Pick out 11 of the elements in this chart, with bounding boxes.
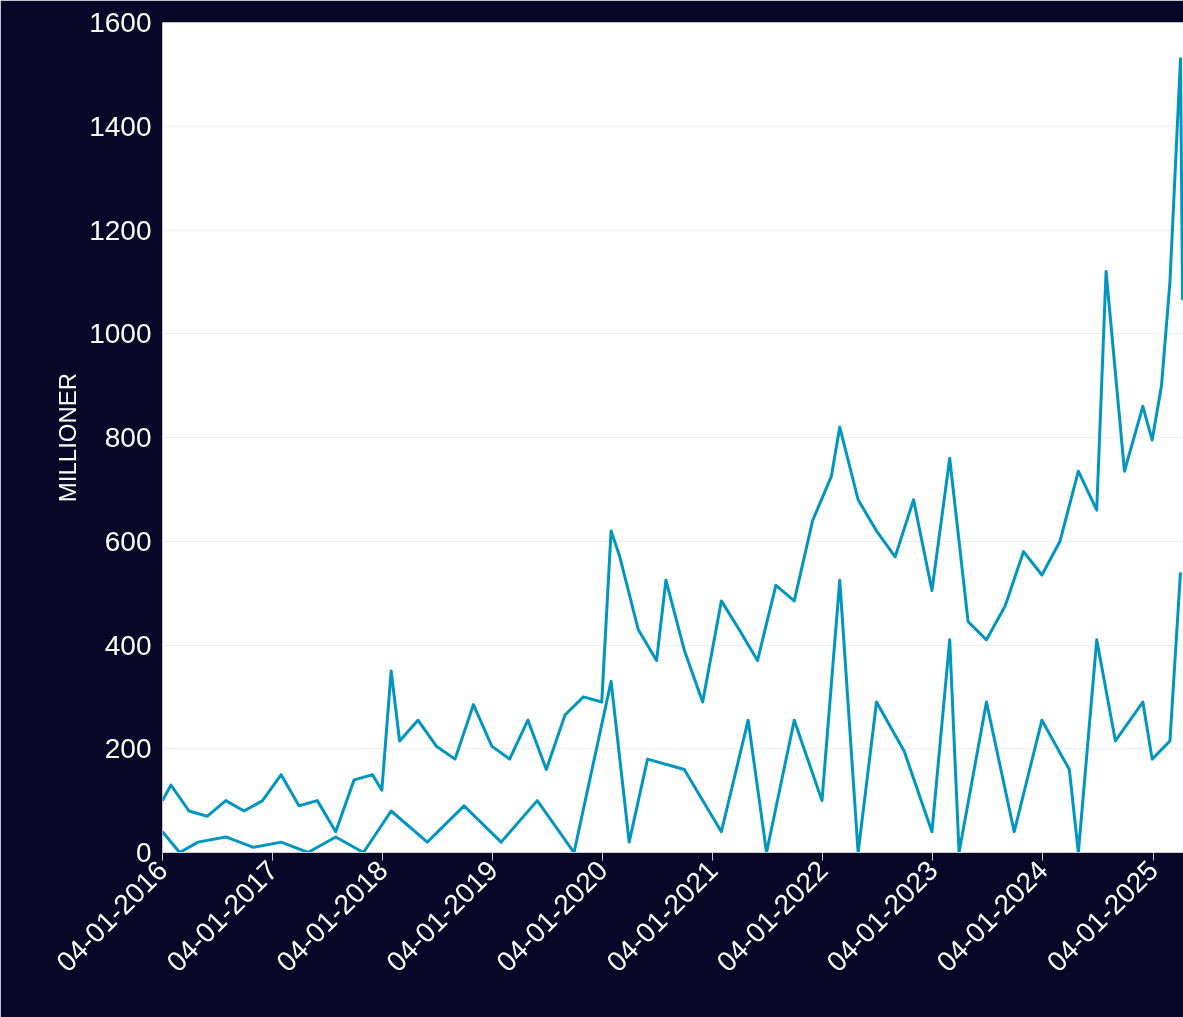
y-tick-label: 1000 <box>89 318 152 350</box>
line-series <box>162 570 1182 853</box>
y-tick-label: 1400 <box>89 110 152 142</box>
y-tick-label: 200 <box>104 733 152 765</box>
y-tick-label: 800 <box>104 422 152 453</box>
y-tick-label: 600 <box>104 525 152 557</box>
y-tick-label: 1600 <box>89 7 152 38</box>
y-tick-label: 1200 <box>89 214 152 246</box>
line-series <box>162 57 1183 834</box>
y-tick-label: 400 <box>104 629 152 661</box>
y-axis-title: MILLIONER <box>54 372 82 503</box>
